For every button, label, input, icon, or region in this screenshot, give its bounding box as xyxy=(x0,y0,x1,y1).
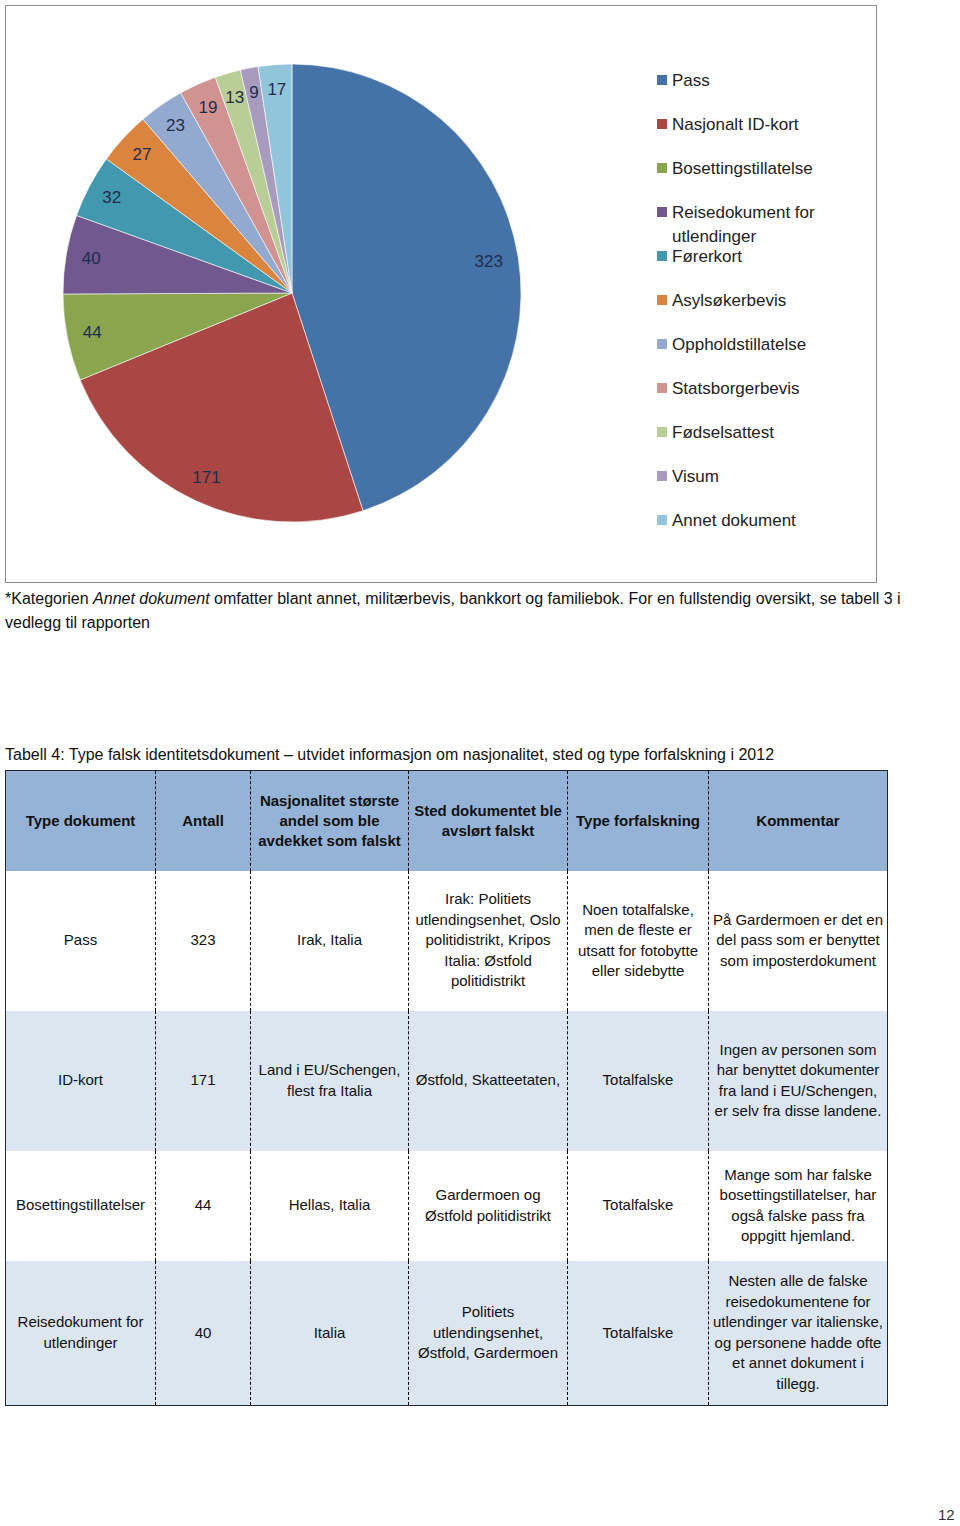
header-cell: Antall xyxy=(156,771,251,871)
data-label: 9 xyxy=(249,83,258,102)
table-cell: Noen totalfalske, men de fleste er utsat… xyxy=(568,871,709,1011)
table-header: Type dokumentAntallNasjonalitet største … xyxy=(6,771,888,871)
table-cell: 44 xyxy=(156,1151,251,1261)
table-cell: Totalfalske xyxy=(568,1261,709,1406)
legend-swatch xyxy=(657,207,667,217)
legend-label: Fødselsattest xyxy=(672,423,774,442)
legend-label: Statsborgerbevis xyxy=(672,379,800,398)
table-cell: Nesten alle de falske reisedokumentene f… xyxy=(709,1261,888,1406)
table-cell: Irak, Italia xyxy=(251,871,409,1011)
header-cell: Type forfalskning xyxy=(568,771,709,871)
legend-swatch xyxy=(657,119,667,129)
pie-slice xyxy=(63,293,292,380)
table-cell: 40 xyxy=(156,1261,251,1406)
table-row: Bosettingstillatelser44Hellas, ItaliaGar… xyxy=(6,1151,888,1261)
header-cell: Nasjonalitet største andel som ble avdek… xyxy=(251,771,409,871)
legend: Pass Nasjonalt ID-kort Bosettingstillatels… xyxy=(657,71,815,530)
table-cell: På Gardermoen er det en del pass som er … xyxy=(709,871,888,1011)
footnote-italic: Annet dokument xyxy=(93,590,210,607)
table-cell: Gardermoen og Østfold politidistrikt xyxy=(409,1151,568,1261)
header-cell: Sted dokumentet ble avslørt falskt xyxy=(409,771,568,871)
legend-swatch xyxy=(657,383,667,393)
table-cell: Irak: Politiets utlendingsenhet, Oslo po… xyxy=(409,871,568,1011)
table: Type dokumentAntallNasjonalitet største … xyxy=(5,770,888,1406)
table-cell: Østfold, Skatteetaten, xyxy=(409,1011,568,1151)
cell-line: Italia: Østfold politidistrikt xyxy=(412,951,564,992)
legend-label: Bosettingstillatelse xyxy=(672,159,813,178)
table-cell: Totalfalske xyxy=(568,1151,709,1261)
data-label: 19 xyxy=(199,98,218,117)
table-row: ID-kort171Land i EU/Schengen, flest fra … xyxy=(6,1011,888,1151)
table-cell: Ingen av personen som har benyttet dokum… xyxy=(709,1011,888,1151)
legend-swatch xyxy=(657,295,667,305)
header-cell: Type dokument xyxy=(6,771,156,871)
table-cell: 171 xyxy=(156,1011,251,1151)
table-cell: Reisedokument for utlendinger xyxy=(6,1261,156,1406)
legend-label: Reisedokument forutlendinger xyxy=(672,203,815,246)
legend-label: Nasjonalt ID-kort xyxy=(672,115,799,134)
data-labels: 323 171 44 40 32 27 23 19 13 9 17 xyxy=(82,80,503,487)
data-label: 13 xyxy=(225,88,244,107)
legend-label: Annet dokument xyxy=(672,511,796,530)
table-cell: Totalfalske xyxy=(568,1011,709,1151)
table-row: Reisedokument for utlendinger40ItaliaPol… xyxy=(6,1261,888,1406)
data-label: 32 xyxy=(102,188,121,207)
legend-swatch xyxy=(657,339,667,349)
table-cell: Italia xyxy=(251,1261,409,1406)
data-label: 40 xyxy=(82,249,101,268)
chart-frame xyxy=(6,6,877,583)
legend-swatch xyxy=(657,75,667,85)
data-label: 171 xyxy=(192,468,220,487)
data-label: 44 xyxy=(83,323,102,342)
footnote: *Kategorien Annet dokument omfatter blan… xyxy=(5,587,957,635)
cell-line: Irak: Politiets utlendingsenhet, Oslo po… xyxy=(412,889,564,951)
legend-label: Asylsøkerbevis xyxy=(672,291,786,310)
legend-label: Oppholdstillatelse xyxy=(672,335,806,354)
table-caption: Tabell 4: Type falsk identitetsdokument … xyxy=(5,746,955,764)
legend-label: Visum xyxy=(672,467,719,486)
legend-swatch xyxy=(657,471,667,481)
pie xyxy=(63,64,521,522)
header-cell: Kommentar xyxy=(709,771,888,871)
data-label: 17 xyxy=(267,80,286,99)
page-number: 12 xyxy=(938,1506,955,1523)
data-label: 27 xyxy=(133,145,152,164)
table-row: Pass323Irak, ItaliaIrak: Politiets utlen… xyxy=(6,871,888,1011)
table-cell: Mange som har falske bosettingstillatels… xyxy=(709,1151,888,1261)
pie-slice xyxy=(258,64,292,293)
data-label: 23 xyxy=(166,116,185,135)
legend-swatch xyxy=(657,515,667,525)
chart: 323 171 44 40 32 27 23 19 13 9 17 Pass Nasjonalt ID-… xyxy=(0,0,960,584)
table-cell: Pass xyxy=(6,871,156,1011)
legend-swatch xyxy=(657,427,667,437)
footnote-text: *Kategorien xyxy=(5,590,93,607)
legend-swatch xyxy=(657,163,667,173)
legend-label: Førerkort xyxy=(672,247,742,266)
table-cell: Politiets utlendingsenhet, Østfold, Gard… xyxy=(409,1261,568,1406)
table-cell: Land i EU/Schengen, flest fra Italia xyxy=(251,1011,409,1151)
legend-swatch xyxy=(657,251,667,261)
legend-label: Pass xyxy=(672,71,710,90)
table-cell: Hellas, Italia xyxy=(251,1151,409,1261)
data-label: 323 xyxy=(475,252,503,271)
table-cell: ID-kort xyxy=(6,1011,156,1151)
table-cell: 323 xyxy=(156,871,251,1011)
table-cell: Bosettingstillatelser xyxy=(6,1151,156,1261)
